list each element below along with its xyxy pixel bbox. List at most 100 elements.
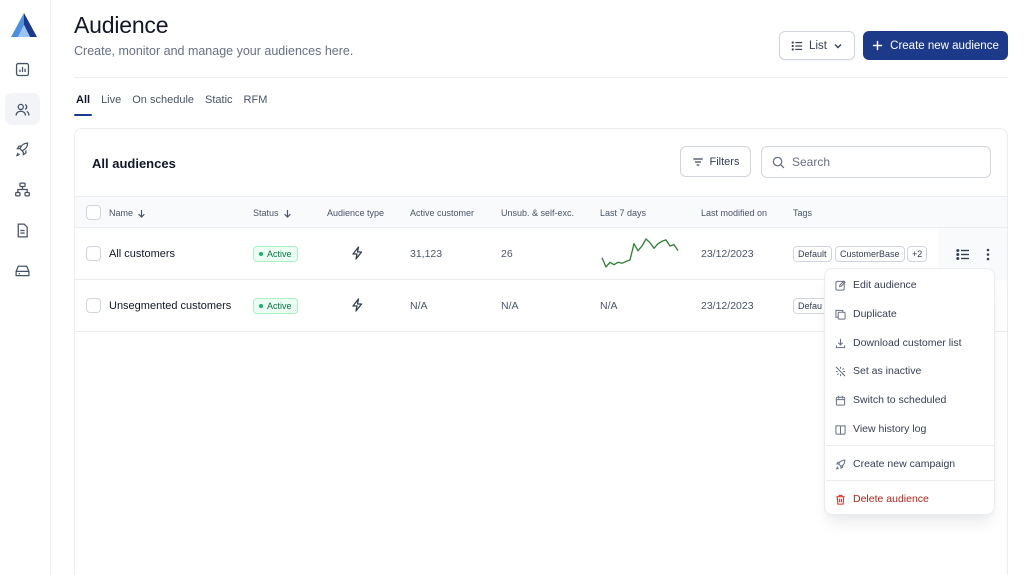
menu-divider — [826, 445, 995, 446]
column-name[interactable]: Name — [109, 208, 146, 218]
sort-down-icon — [138, 209, 145, 218]
menu-item-create-new-campaign[interactable]: Create new campaign — [835, 454, 955, 474]
app-logo[interactable] — [10, 12, 38, 38]
header-divider — [74, 77, 1008, 78]
chevron-down-icon — [834, 43, 842, 48]
row-checkbox[interactable] — [86, 246, 101, 261]
sidebar-item-templates[interactable] — [5, 214, 40, 246]
sort-down-icon — [283, 209, 291, 218]
audience-tabs: All Live On schedule Static RFM — [73, 94, 278, 116]
menu-item-label: Create new campaign — [853, 458, 956, 470]
menu-item-label: Switch to scheduled — [853, 394, 947, 406]
unsub-value: 26 — [501, 248, 513, 260]
calendar-icon — [835, 395, 846, 406]
column-active-customer-label: Active customer — [410, 208, 475, 218]
tab-on-schedule[interactable]: On schedule — [132, 94, 195, 106]
last-7-days-value: N/A — [600, 300, 618, 312]
inbox-icon — [15, 265, 30, 276]
trash-icon — [836, 494, 845, 505]
search-icon — [772, 156, 785, 168]
column-tags-label: Tags — [793, 208, 813, 218]
filters-label: Filters — [709, 155, 740, 168]
status-dot — [259, 252, 263, 256]
tag: Default — [793, 246, 832, 262]
unsub-value: N/A — [501, 300, 519, 312]
lightning-icon — [350, 246, 364, 260]
row-actions-menu: Edit audience Duplicate Download custome… — [824, 268, 995, 515]
sitemap-icon — [15, 181, 30, 197]
menu-item-view-history-log[interactable]: View history log — [835, 419, 926, 439]
download-icon — [835, 338, 846, 348]
row-checkbox[interactable] — [86, 298, 101, 313]
create-audience-button[interactable]: Create new audience — [863, 31, 1008, 60]
sidebar-item-audience[interactable] — [5, 93, 40, 125]
tag-overflow-count[interactable]: +2 — [907, 246, 928, 262]
book-icon — [835, 424, 846, 435]
column-active-customer[interactable]: Active customer — [410, 208, 474, 218]
document-icon — [17, 222, 28, 238]
menu-item-duplicate[interactable]: Duplicate — [835, 304, 897, 324]
status-badge: Active — [253, 298, 298, 314]
tab-static[interactable]: Static — [205, 94, 233, 106]
menu-item-edit-audience[interactable]: Edit audience — [835, 275, 917, 295]
column-unsub-label: Unsub. & self-exc. — [501, 208, 575, 218]
column-unsub[interactable]: Unsub. & self-exc. — [501, 208, 574, 218]
audience-name[interactable]: All customers — [109, 248, 176, 260]
column-status[interactable]: Status — [253, 208, 292, 218]
tab-rfm[interactable]: RFM — [243, 94, 268, 106]
column-tags[interactable]: Tags — [793, 208, 812, 218]
menu-item-label: Delete audience — [853, 493, 929, 505]
status-label: Active — [267, 301, 292, 311]
search-input[interactable] — [792, 155, 972, 169]
status-dot — [259, 304, 263, 308]
table-header: Name Status Audience type Active custome… — [75, 196, 1007, 228]
tag: CustomerBase — [835, 246, 905, 262]
tag: Defau — [793, 298, 828, 314]
card-title: All audiences — [92, 156, 176, 171]
tab-all[interactable]: All — [73, 94, 93, 116]
column-status-label: Status — [253, 208, 279, 218]
users-icon — [15, 103, 30, 116]
rocket-icon — [835, 459, 846, 470]
menu-item-label: Set as inactive — [853, 365, 922, 377]
inactive-icon — [835, 366, 846, 376]
menu-item-set-inactive[interactable]: Set as inactive — [835, 361, 921, 381]
sidebar — [0, 0, 51, 575]
table-row[interactable]: All customers Active 31,123 26 23/12/202… — [75, 228, 1007, 280]
sidebar-item-inbox[interactable] — [5, 254, 40, 286]
last-modified-value: 23/12/2023 — [701, 300, 754, 312]
tab-live[interactable]: Live — [101, 94, 122, 106]
sidebar-item-campaigns[interactable] — [5, 133, 40, 165]
menu-divider — [826, 480, 995, 481]
list-icon — [791, 40, 803, 51]
plus-icon — [873, 40, 883, 51]
column-last-7-days[interactable]: Last 7 days — [600, 208, 646, 218]
search-field[interactable] — [761, 146, 991, 178]
column-last-modified[interactable]: Last modified on — [701, 208, 767, 218]
audience-name[interactable]: Unsegmented customers — [109, 300, 232, 312]
menu-item-switch-to-scheduled[interactable]: Switch to scheduled — [835, 390, 946, 410]
copy-icon — [835, 309, 846, 320]
lightning-icon — [350, 298, 364, 312]
last-modified-value: 23/12/2023 — [701, 248, 754, 260]
menu-item-delete-audience[interactable]: Delete audience — [835, 489, 929, 509]
page-subtitle: Create, monitor and manage your audience… — [74, 44, 354, 58]
filters-button[interactable]: Filters — [680, 146, 751, 177]
chart-icon — [15, 62, 30, 76]
menu-item-download-customer-list[interactable]: Download customer list — [835, 333, 962, 353]
column-name-label: Name — [109, 208, 134, 218]
more-vertical-icon[interactable] — [981, 246, 995, 262]
column-last-7-days-label: Last 7 days — [600, 208, 647, 218]
view-mode-select[interactable]: List — [779, 31, 855, 60]
row-details-icon[interactable] — [955, 246, 971, 262]
menu-item-label: Duplicate — [853, 308, 897, 320]
view-mode-label: List — [809, 39, 827, 52]
select-all-checkbox[interactable] — [86, 205, 101, 220]
menu-item-label: View history log — [853, 423, 927, 435]
sidebar-item-analytics[interactable] — [5, 53, 40, 85]
column-audience-type[interactable]: Audience type — [327, 208, 384, 218]
filter-icon — [692, 157, 703, 166]
page-title: Audience — [74, 12, 169, 38]
column-last-modified-label: Last modified on — [701, 208, 768, 218]
sidebar-item-journeys[interactable] — [5, 173, 40, 205]
